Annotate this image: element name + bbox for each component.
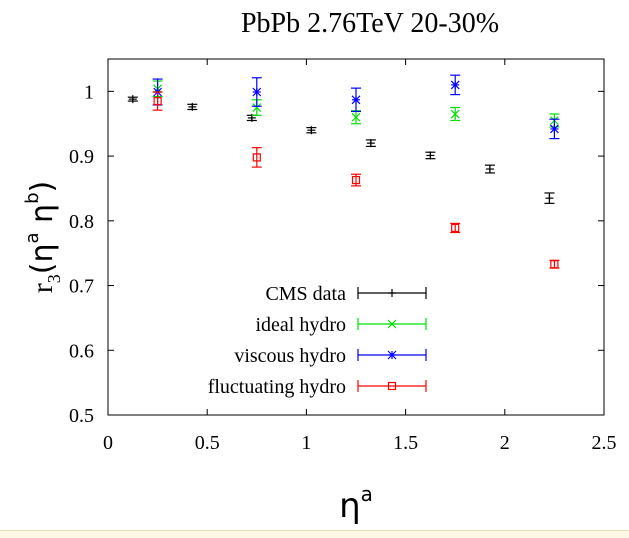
x-tick-label: 1 xyxy=(301,432,311,454)
y-tick-label: 0.5 xyxy=(69,405,94,427)
svg-text:r3(ηa ηb): r3(ηa ηb) xyxy=(22,181,64,293)
data-point xyxy=(544,193,554,203)
legend-label: ideal hydro xyxy=(255,314,346,336)
y-tick-label: 0.9 xyxy=(69,146,94,168)
series-viscous-hydro xyxy=(153,75,560,138)
legend-label: CMS data xyxy=(265,283,346,305)
y-tick-label: 0.7 xyxy=(69,276,94,298)
data-point xyxy=(252,148,262,167)
legend-item: viscous hydro xyxy=(234,345,426,367)
y-tick-label: 0.8 xyxy=(69,211,94,233)
data-point xyxy=(450,108,460,121)
x-axis-ticks: 0 0.5 1 1.5 2 2.5 xyxy=(103,59,617,454)
x-axis-label: ηa xyxy=(339,482,373,526)
data-point xyxy=(128,95,138,103)
data-point xyxy=(549,119,559,138)
data-point xyxy=(450,75,460,94)
legend-item: CMS data xyxy=(265,283,426,305)
x-tick-label: 2 xyxy=(500,432,510,454)
legend: CMS data ideal hydro viscous hydro fluctuat… xyxy=(208,283,426,398)
legend-swatch xyxy=(358,318,426,330)
data-point xyxy=(425,151,435,159)
legend-label: fluctuating hydro xyxy=(208,376,346,398)
data-point xyxy=(549,260,559,268)
legend-item: ideal hydro xyxy=(255,314,426,336)
chart-title: PbPb 2.76TeV 20-30% xyxy=(241,8,499,39)
legend-item: fluctuating hydro xyxy=(208,376,426,398)
series-CMS-data xyxy=(128,95,555,203)
legend-swatch xyxy=(358,349,426,361)
data-point xyxy=(366,139,376,147)
data-point xyxy=(306,126,316,134)
y-tick-label: 1 xyxy=(84,81,94,103)
data-point xyxy=(351,88,361,111)
data-point xyxy=(450,223,460,232)
x-tick-label: 1.5 xyxy=(393,432,418,454)
data-point xyxy=(187,103,197,111)
data-point xyxy=(351,111,361,124)
legend-label: viscous hydro xyxy=(234,345,346,367)
x-tick-label: 2.5 xyxy=(592,432,617,454)
y-axis-label: r3(ηa ηb) xyxy=(22,181,64,293)
chart: PbPb 2.76TeV 20-30% 0 0.5 1 1.5 2 2.5 0.5 0.6 0… xyxy=(0,0,629,537)
data-points xyxy=(128,75,560,268)
x-tick-label: 0 xyxy=(103,432,113,454)
data-point xyxy=(351,174,361,186)
data-point xyxy=(252,78,262,106)
y-tick-label: 0.6 xyxy=(69,340,94,362)
x-tick-label: 0.5 xyxy=(195,432,220,454)
legend-swatch xyxy=(358,287,426,299)
legend-swatch xyxy=(358,380,426,392)
data-point xyxy=(485,165,495,173)
